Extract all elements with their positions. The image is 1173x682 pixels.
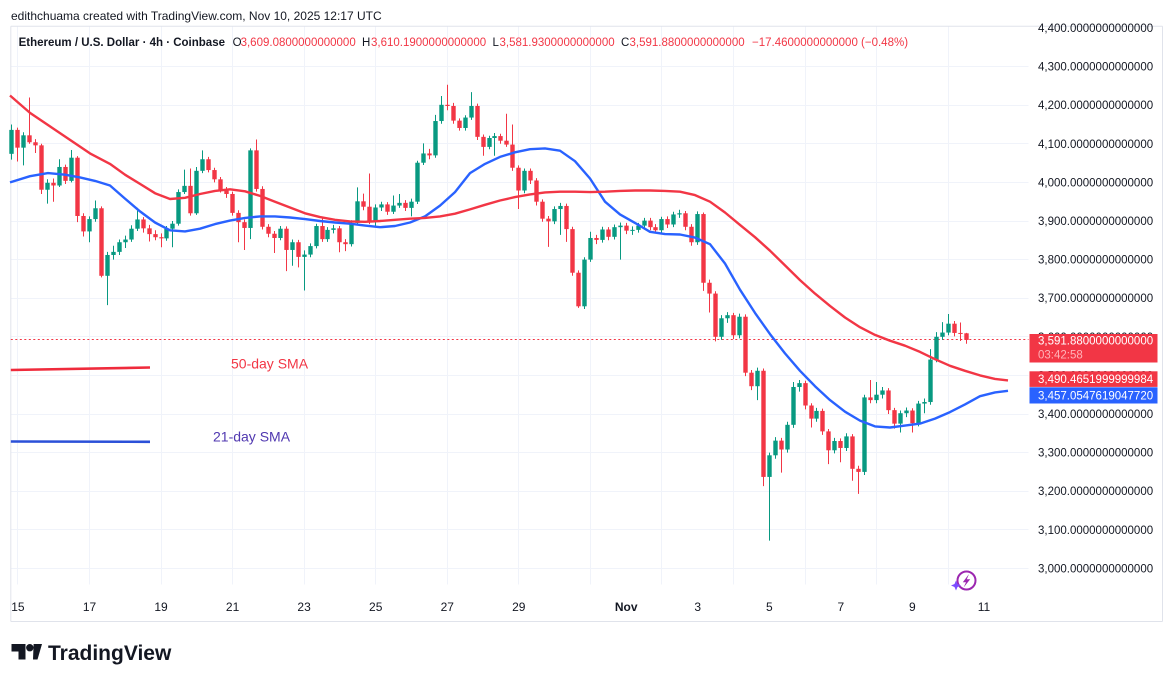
svg-text:9: 9: [909, 600, 916, 614]
svg-text:50-day SMA: 50-day SMA: [231, 356, 309, 372]
svg-text:4,300.0000000000000: 4,300.0000000000000: [1038, 62, 1153, 74]
svg-text:4,200.0000000000000: 4,200.0000000000000: [1038, 100, 1153, 112]
svg-text:Nov: Nov: [615, 600, 638, 614]
svg-text:L: L: [493, 37, 500, 49]
svg-text:3,700.0000000000000: 3,700.0000000000000: [1038, 293, 1153, 305]
svg-text:Ethereum / U.S. Dollar · 4h ·: Ethereum / U.S. Dollar · 4h · Coinbase: [19, 37, 225, 49]
svg-text:O: O: [233, 37, 242, 49]
svg-text:15: 15: [11, 600, 25, 614]
svg-text:3,490.4651999999984: 3,490.4651999999984: [1038, 374, 1154, 386]
svg-text:3,200.0000000000000: 3,200.0000000000000: [1038, 486, 1153, 498]
svg-text:21: 21: [226, 600, 240, 614]
svg-text:−17.4600000000000 (−0.48%): −17.4600000000000 (−0.48%): [752, 37, 908, 49]
svg-text:4,000.0000000000000: 4,000.0000000000000: [1038, 177, 1153, 189]
svg-text:03:42:58: 03:42:58: [1038, 350, 1083, 362]
svg-text:3,610.1900000000000: 3,610.1900000000000: [371, 37, 486, 49]
svg-text:3,800.0000000000000: 3,800.0000000000000: [1038, 255, 1153, 267]
svg-text:21-day SMA: 21-day SMA: [213, 429, 291, 445]
svg-text:3,300.0000000000000: 3,300.0000000000000: [1038, 448, 1153, 460]
svg-text:TradingView: TradingView: [48, 642, 172, 665]
svg-text:3,609.0800000000000: 3,609.0800000000000: [241, 37, 356, 49]
svg-text:3,581.9300000000000: 3,581.9300000000000: [500, 37, 615, 49]
svg-text:C: C: [621, 37, 629, 49]
svg-text:19: 19: [154, 600, 168, 614]
svg-text:29: 29: [512, 600, 526, 614]
svg-text:3,000.0000000000000: 3,000.0000000000000: [1038, 563, 1153, 575]
svg-text:17: 17: [83, 600, 97, 614]
svg-text:4,400.0000000000000: 4,400.0000000000000: [1038, 23, 1153, 35]
svg-text:7: 7: [837, 600, 844, 614]
svg-text:5: 5: [766, 600, 773, 614]
svg-text:27: 27: [441, 600, 455, 614]
svg-text:3,100.0000000000000: 3,100.0000000000000: [1038, 525, 1153, 537]
svg-text:11: 11: [978, 600, 991, 614]
svg-text:3,900.0000000000000: 3,900.0000000000000: [1038, 216, 1153, 228]
svg-text:4,100.0000000000000: 4,100.0000000000000: [1038, 139, 1153, 151]
svg-text:edithchuama created with Tradi: edithchuama created with TradingView.com…: [11, 9, 382, 23]
svg-text:3,591.8800000000000: 3,591.8800000000000: [1038, 336, 1153, 348]
svg-text:H: H: [362, 37, 370, 49]
svg-text:25: 25: [369, 600, 383, 614]
svg-text:3,591.8800000000000: 3,591.8800000000000: [630, 37, 745, 49]
svg-text:3,400.0000000000000: 3,400.0000000000000: [1038, 409, 1153, 421]
svg-text:3,457.0547619047720: 3,457.0547619047720: [1038, 391, 1153, 403]
svg-text:3: 3: [694, 600, 701, 614]
svg-text:23: 23: [297, 600, 311, 614]
